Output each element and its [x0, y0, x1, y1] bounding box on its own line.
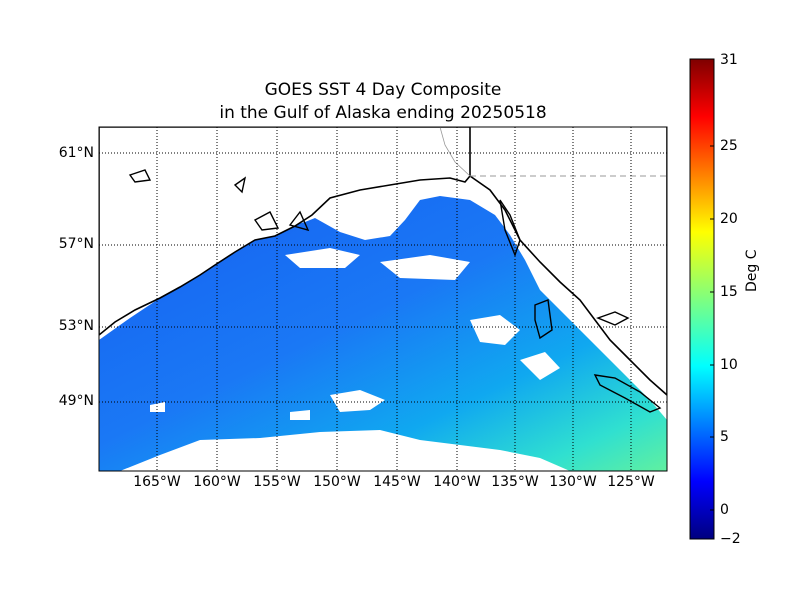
- colorbar-ticks: [710, 145, 714, 511]
- lon-label: 155°W: [253, 474, 301, 490]
- colorbar-tick-label: 31: [720, 52, 738, 68]
- cloud-gap: [330, 390, 385, 412]
- alaska-coastline: [99, 127, 667, 397]
- cloud-gap: [520, 352, 560, 380]
- cloud-gap: [285, 248, 360, 268]
- cloud-gap: [380, 255, 470, 280]
- colorbar-tick-label: 5: [720, 429, 729, 445]
- lat-label: 57°N: [58, 236, 94, 252]
- colorbar-tick-label: −2: [720, 531, 741, 547]
- lon-label: 145°W: [373, 474, 421, 490]
- colorbar-tick-label: 20: [720, 211, 738, 227]
- colorbar-tick-label: 10: [720, 357, 738, 373]
- colorbar: [689, 58, 715, 540]
- colorbar-tick-label: 0: [720, 502, 729, 518]
- lon-label: 130°W: [549, 474, 597, 490]
- lon-label: 140°W: [433, 474, 481, 490]
- map-title-line2: in the Gulf of Alaska ending 20250518: [219, 103, 547, 123]
- lat-label: 53°N: [58, 318, 94, 334]
- colorbar-tick-label: 25: [720, 138, 738, 154]
- lat-label: 49°N: [58, 393, 94, 409]
- colorbar-label: Deg C: [744, 249, 760, 292]
- map-frame: [98, 126, 668, 472]
- colorbar-tick-label: 15: [720, 284, 738, 300]
- lat-label: 61°N: [58, 145, 94, 161]
- cloud-gap: [470, 315, 520, 345]
- coastline-detail: [128, 169, 662, 413]
- lon-label: 160°W: [193, 474, 241, 490]
- lon-label: 135°W: [491, 474, 539, 490]
- lon-label: 125°W: [607, 474, 655, 490]
- cloud-gap: [290, 410, 310, 420]
- map-title-line1: GOES SST 4 Day Composite: [264, 80, 502, 100]
- lon-label: 150°W: [313, 474, 361, 490]
- lon-label: 165°W: [133, 474, 181, 490]
- graticule: [99, 127, 667, 471]
